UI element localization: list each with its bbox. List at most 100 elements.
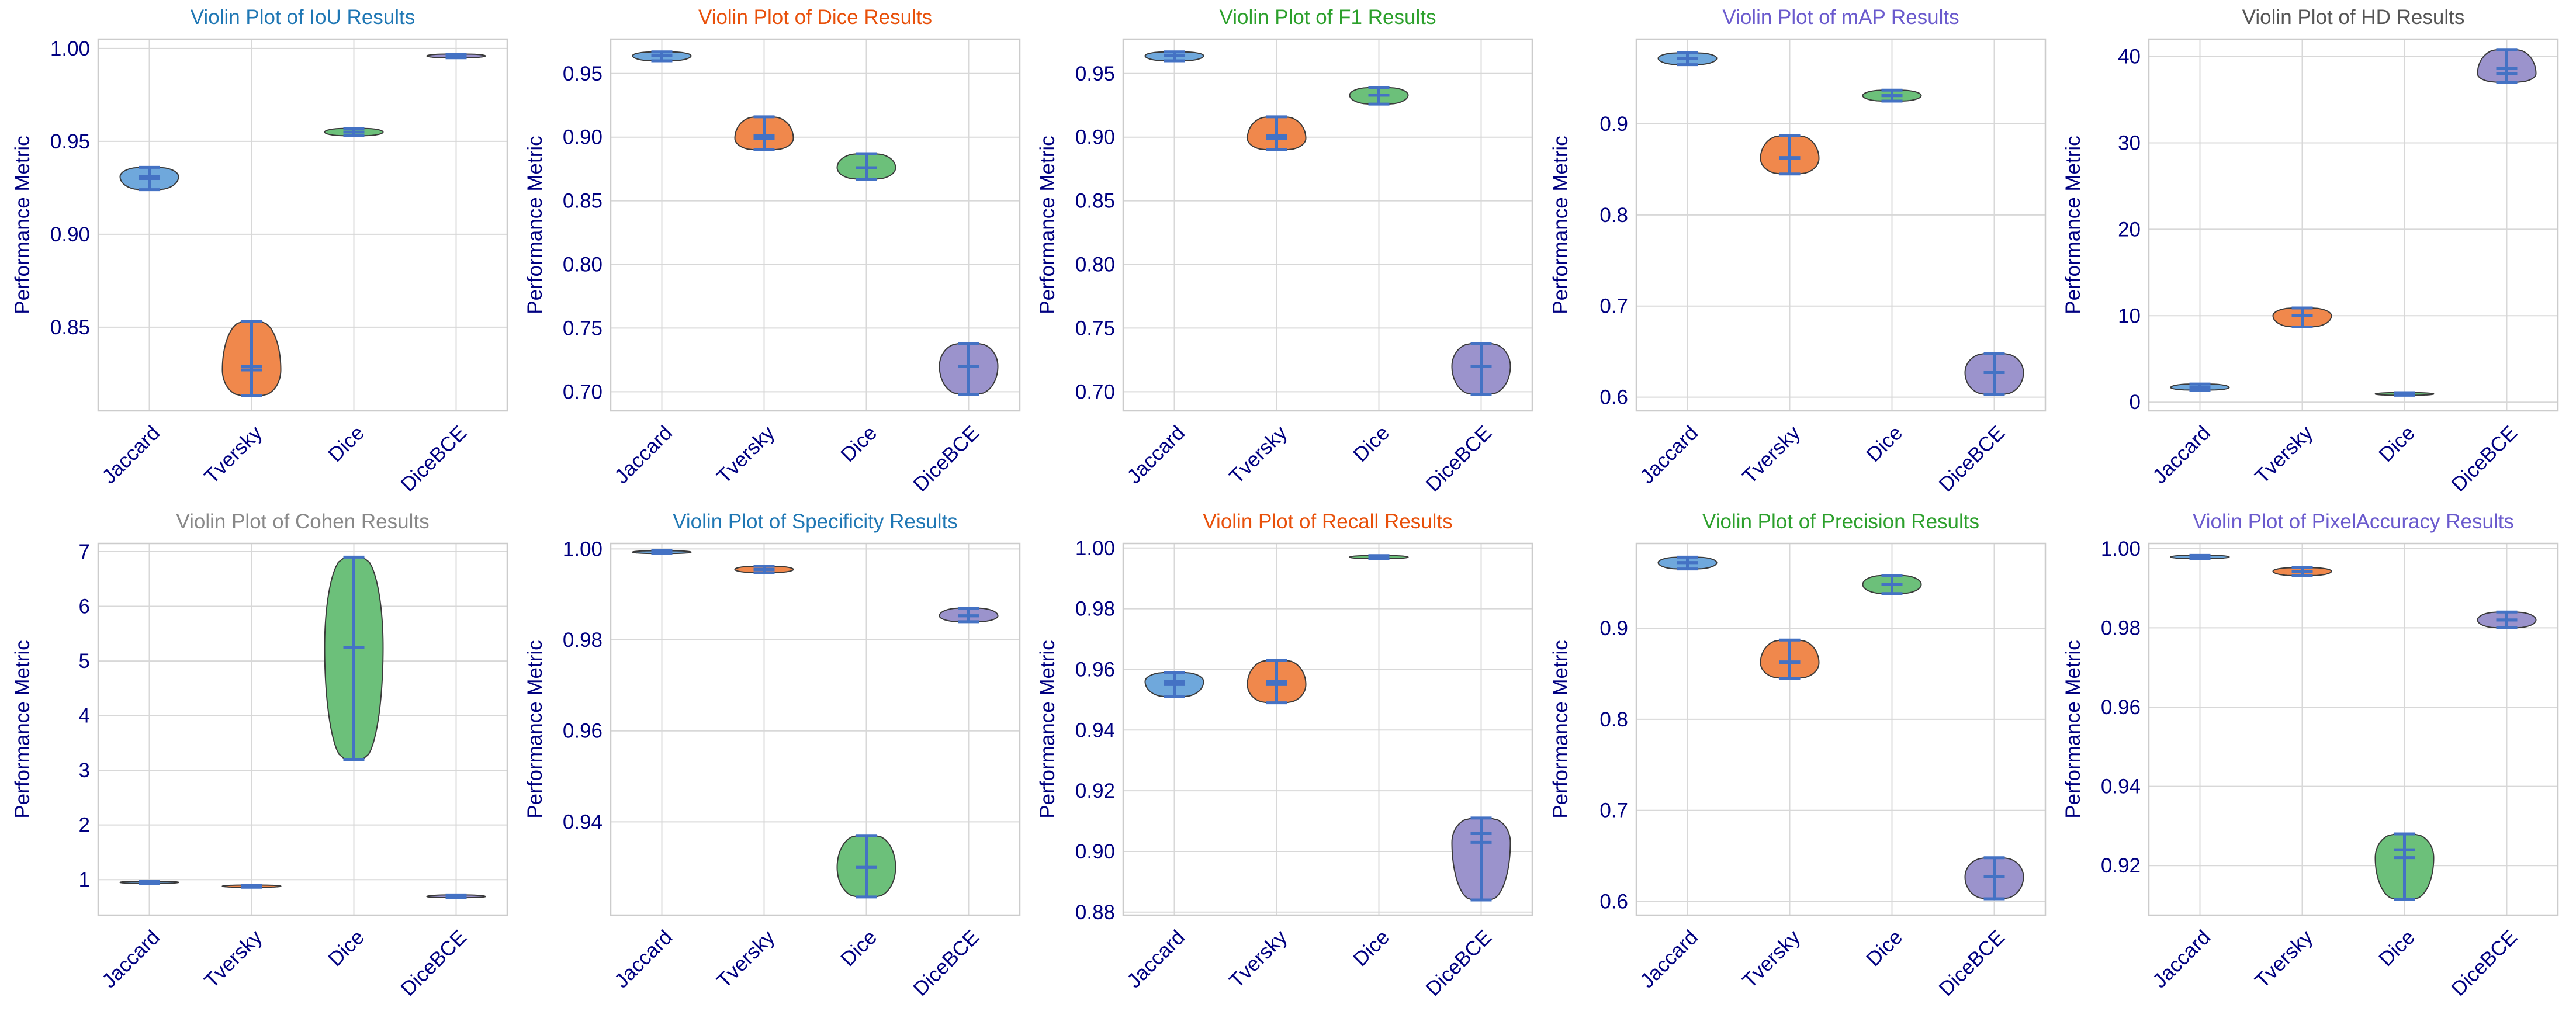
y-tick-label: 0.92 [2101, 854, 2141, 877]
y-tick-label: 0.85 [563, 190, 603, 213]
y-tick-label: 6 [79, 595, 90, 618]
subplot-title: Violin Plot of mAP Results [1722, 6, 1959, 29]
y-axis-label: Performance Metric [2062, 136, 2085, 314]
x-tick-label: Dice [2374, 926, 2419, 971]
plot-frame [1635, 38, 2047, 412]
x-tick-label: DiceBCE [909, 421, 984, 496]
x-tick-label: Dice [324, 421, 369, 466]
x-tick-label: DiceBCE [1421, 421, 1496, 496]
y-tick-label: 1 [79, 868, 90, 891]
x-tick-label: DiceBCE [1934, 926, 2009, 1000]
y-tick-label: 1.00 [2101, 538, 2141, 560]
x-tick-label: DiceBCE [2447, 421, 2522, 496]
x-tick-label: Jaccard [1636, 926, 1702, 992]
y-tick-label: 1.00 [1075, 537, 1115, 560]
y-tick-label: 0.9 [1599, 113, 1628, 136]
subplot-2: Violin Plot of F1 Results 0.70 0.75 0.80 0.8… [1036, 6, 1533, 496]
y-axis-label: Performance Metric [524, 640, 546, 818]
x-tick-label: Dice [1349, 421, 1394, 466]
y-tick-label: 20 [2118, 218, 2141, 241]
subplot-title: Violin Plot of Dice Results [698, 6, 932, 29]
x-tick-label: DiceBCE [396, 421, 471, 496]
y-tick-label: 0.94 [563, 811, 603, 833]
subplot-8: Violin Plot of Precision Results 0.6 0.7 0.… [1549, 510, 2047, 1000]
y-tick-label: 0.75 [1075, 317, 1115, 340]
y-tick-label: 0.98 [563, 629, 603, 652]
x-tick-label: Tversky [712, 926, 780, 993]
subplot-0: Violin Plot of IoU Results 0.85 0.90 0.95 1.… [11, 6, 508, 496]
y-axis-label: Performance Metric [524, 136, 546, 314]
y-tick-label: 0.7 [1599, 295, 1628, 318]
x-tick-label: Tversky [1738, 421, 1805, 489]
x-tick-label: DiceBCE [1421, 926, 1496, 1000]
y-tick-label: 0.95 [563, 63, 603, 85]
x-tick-label: DiceBCE [396, 926, 471, 1000]
y-tick-label: 0.96 [2101, 696, 2141, 719]
y-tick-label: 0.85 [1075, 190, 1115, 213]
plot-frame [2148, 38, 2559, 412]
subplot-6: Violin Plot of Specificity Results 0.94 0.… [524, 510, 1021, 1000]
x-tick-label: Jaccard [1123, 421, 1189, 488]
x-tick-label: Tversky [200, 421, 267, 489]
plot-frame [1122, 542, 1533, 916]
x-tick-label: Tversky [2250, 926, 2318, 993]
x-tick-label: Dice [2374, 421, 2419, 466]
y-axis-label: Performance Metric [1036, 136, 1059, 314]
y-tick-label: 5 [79, 650, 90, 673]
y-axis-label: Performance Metric [2062, 640, 2085, 818]
subplot-title: Violin Plot of Precision Results [1702, 510, 1979, 533]
y-tick-label: 10 [2118, 304, 2141, 327]
y-tick-label: 0.94 [2101, 775, 2141, 798]
plot-frame [610, 542, 1021, 916]
y-tick-label: 0.7 [1599, 799, 1628, 822]
y-tick-label: 0.75 [563, 317, 603, 340]
y-tick-label: 0.70 [563, 380, 603, 403]
y-tick-label: 0.92 [1075, 780, 1115, 802]
y-tick-label: 0.98 [1075, 598, 1115, 621]
y-tick-label: 30 [2118, 131, 2141, 154]
y-tick-label: 0.85 [50, 316, 90, 339]
y-tick-label: 0.9 [1599, 617, 1628, 640]
y-tick-label: 2 [79, 814, 90, 837]
y-tick-label: 0.95 [1075, 63, 1115, 85]
y-tick-label: 0.98 [2101, 617, 2141, 639]
y-axis-label: Performance Metric [1549, 136, 1572, 314]
y-tick-label: 0.90 [1075, 126, 1115, 149]
y-tick-label: 4 [79, 705, 90, 728]
y-axis-label: Performance Metric [11, 136, 34, 314]
plot-frame [1635, 542, 2047, 916]
subplot-7: Violin Plot of Recall Results 0.88 0.90 0.9… [1036, 510, 1533, 1000]
x-tick-label: DiceBCE [909, 926, 984, 1000]
plot-frame [1122, 38, 1533, 412]
subplot-3: Violin Plot of mAP Results 0.6 0.7 0.8 0.9 Ja… [1549, 6, 2047, 496]
plot-frame [2148, 542, 2559, 916]
x-tick-label: Jaccard [1636, 421, 1702, 488]
x-tick-label: Tversky [1225, 926, 1292, 993]
subplot-1: Violin Plot of Dice Results 0.70 0.75 0.80 0… [524, 6, 1021, 496]
x-tick-label: Tversky [2250, 421, 2318, 489]
y-tick-label: 0.95 [50, 130, 90, 153]
x-tick-label: DiceBCE [1934, 421, 2009, 496]
x-tick-label: Dice [1862, 421, 1907, 466]
x-tick-label: Jaccard [1123, 926, 1189, 992]
y-tick-label: 0.6 [1599, 386, 1628, 409]
y-tick-label: 3 [79, 759, 90, 782]
x-tick-label: Tversky [1225, 421, 1292, 489]
x-tick-label: Tversky [712, 421, 780, 489]
x-tick-label: Jaccard [610, 421, 677, 488]
y-tick-label: 0.96 [563, 720, 603, 743]
y-axis-label: Performance Metric [1036, 640, 1059, 818]
x-tick-label: Tversky [1738, 926, 1805, 993]
x-tick-label: Dice [1349, 926, 1394, 971]
y-tick-label: 1.00 [50, 37, 90, 60]
y-tick-label: 40 [2118, 46, 2141, 68]
y-tick-label: 0.70 [1075, 380, 1115, 403]
subplot-title: Violin Plot of HD Results [2242, 6, 2465, 29]
x-tick-label: Jaccard [610, 926, 677, 992]
y-tick-label: 0.94 [1075, 719, 1115, 742]
x-tick-label: Jaccard [2148, 926, 2215, 992]
x-tick-label: Dice [1862, 926, 1907, 971]
y-tick-label: 7 [79, 541, 90, 563]
y-tick-label: 0.90 [1075, 840, 1115, 863]
y-tick-label: 0.8 [1599, 204, 1628, 227]
